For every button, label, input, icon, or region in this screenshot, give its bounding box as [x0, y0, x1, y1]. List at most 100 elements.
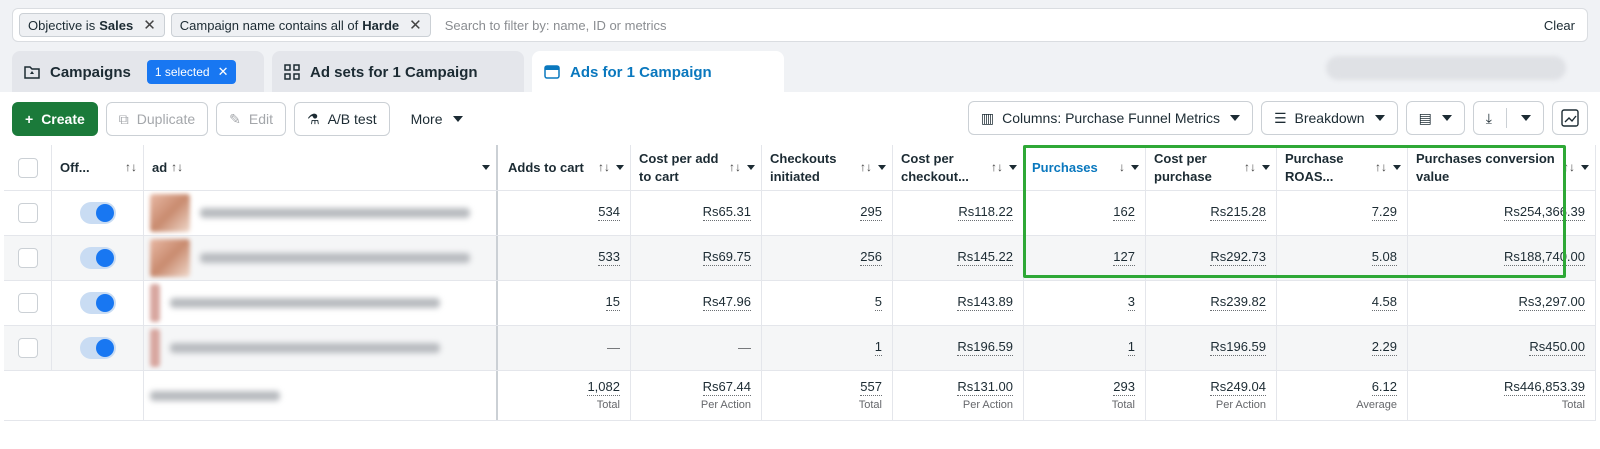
sort-icon[interactable]: ↑↓ [991, 160, 1003, 175]
ad-name-cell[interactable] [144, 281, 498, 325]
close-icon[interactable]: ✕ [409, 16, 422, 34]
cell-value[interactable]: 162 [1113, 204, 1135, 221]
total-value[interactable]: Rs249.04 [1210, 379, 1266, 396]
tab-ads[interactable]: Ads for 1 Campaign [532, 51, 784, 93]
cell-value[interactable]: 4.58 [1371, 294, 1397, 311]
ad-status-toggle[interactable] [79, 292, 116, 314]
chevron-down-icon[interactable] [1581, 165, 1589, 170]
cell-value[interactable]: Rs69.75 [702, 249, 751, 266]
row-checkbox[interactable] [17, 293, 38, 313]
ad-status-toggle[interactable] [79, 202, 116, 224]
sort-icon[interactable]: ↑↓ [729, 160, 741, 175]
edit-button[interactable]: ✎ Edit [216, 102, 287, 136]
table-row[interactable]: 534 Rs65.31 295 Rs118.22 162 Rs215.28 7.29 Rs25… [4, 191, 1596, 236]
total-value[interactable]: 6.12 [1371, 379, 1397, 396]
table-row[interactable]: 533 Rs69.75 256 Rs145.22 127 Rs292.73 5.08 Rs18… [4, 236, 1596, 281]
ad-status-toggle[interactable] [79, 337, 116, 359]
chevron-down-icon[interactable] [878, 165, 886, 170]
header-checkouts[interactable]: Checkouts initiated ↑↓ [762, 145, 893, 190]
filter-chip-objective[interactable]: Objective is Sales ✕ [19, 13, 165, 37]
table-row[interactable]: — — 1 Rs196.59 1 Rs196.59 2.29 Rs450.00 [4, 326, 1596, 371]
chevron-down-icon[interactable] [1009, 165, 1017, 170]
header-conv-value[interactable]: Purchases conversion value ↑↓ [1408, 145, 1596, 190]
cell-value[interactable]: Rs143.89 [957, 294, 1013, 311]
total-value[interactable]: 293 [1113, 379, 1135, 396]
search-input[interactable] [436, 17, 1538, 33]
cell-value[interactable]: 534 [598, 204, 620, 221]
close-icon[interactable]: ✕ [217, 64, 229, 79]
columns-button[interactable]: ▥ Columns: Purchase Funnel Metrics [967, 101, 1253, 135]
cell-value[interactable]: Rs196.59 [1210, 339, 1266, 356]
close-icon[interactable]: ✕ [143, 16, 156, 34]
row-checkbox[interactable] [17, 248, 38, 268]
cell-value[interactable]: Rs188,740.00 [1504, 249, 1585, 266]
ad-name[interactable] [170, 298, 440, 308]
cell-value[interactable]: Rs65.31 [702, 204, 751, 221]
chevron-down-icon[interactable] [1131, 165, 1139, 170]
sort-icon[interactable]: ↑↓ [125, 160, 137, 175]
sort-desc-icon[interactable]: ↓ [1119, 160, 1125, 175]
row-checkbox[interactable] [17, 338, 38, 358]
tab-campaigns[interactable]: Campaigns 1 selected ✕ [12, 51, 264, 93]
header-ad[interactable]: ad ↑↓ [144, 145, 498, 190]
ad-name-cell[interactable] [144, 326, 498, 370]
header-cost-per-add[interactable]: Cost per add to cart ↑↓ [631, 145, 762, 190]
cell-value[interactable]: Rs118.22 [958, 204, 1013, 221]
ad-name-cell[interactable] [144, 191, 498, 235]
cell-value[interactable]: 2.29 [1371, 339, 1397, 356]
ad-name[interactable] [170, 343, 440, 353]
header-purchases[interactable]: Purchases ↓ [1024, 145, 1146, 190]
breakdown-button[interactable]: ☰ Breakdown [1260, 101, 1398, 135]
total-value[interactable]: Rs446,853.39 [1504, 379, 1585, 396]
cell-value[interactable]: 256 [860, 249, 882, 266]
reports-button[interactable]: ▤ [1405, 101, 1465, 135]
total-value[interactable]: 557 [860, 379, 882, 396]
chevron-down-icon[interactable] [747, 165, 755, 170]
tab-adsets[interactable]: Ad sets for 1 Campaign [272, 51, 524, 93]
cell-value[interactable]: Rs292.73 [1210, 249, 1266, 266]
cell-value[interactable]: 3 [1127, 294, 1135, 311]
chevron-down-icon[interactable] [1393, 165, 1401, 170]
sort-icon[interactable]: ↑↓ [1375, 160, 1387, 175]
cell-value[interactable]: — [607, 339, 620, 355]
selected-badge[interactable]: 1 selected ✕ [146, 60, 237, 84]
select-all-checkbox[interactable] [17, 157, 38, 178]
ad-name-cell[interactable] [144, 236, 498, 280]
sort-icon[interactable]: ↑↓ [1244, 160, 1256, 175]
cell-value[interactable]: Rs145.22 [957, 249, 1013, 266]
cell-value[interactable]: — [738, 339, 751, 355]
cell-value[interactable]: 5.08 [1371, 249, 1397, 266]
header-cost-per-checkout[interactable]: Cost per checkout... ↑↓ [893, 145, 1024, 190]
create-button[interactable]: + Create [12, 102, 98, 136]
cell-value[interactable]: 295 [860, 204, 882, 221]
sort-icon[interactable]: ↑↓ [598, 160, 610, 175]
sort-icon[interactable]: ↑↓ [860, 160, 872, 175]
cell-value[interactable]: Rs239.82 [1210, 294, 1266, 311]
ad-status-toggle[interactable] [79, 247, 116, 269]
cell-value[interactable]: 7.29 [1371, 204, 1397, 221]
duplicate-button[interactable]: ⧉ Duplicate [105, 102, 209, 136]
ad-name[interactable] [200, 253, 470, 263]
header-roas[interactable]: Purchase ROAS... ↑↓ [1277, 145, 1408, 190]
ab-test-button[interactable]: ⚗ A/B test [294, 102, 390, 136]
header-adds-to-cart[interactable]: Adds to cart ↑↓ [500, 145, 631, 190]
cell-value[interactable]: Rs254,366.39 [1504, 204, 1585, 221]
chevron-down-icon[interactable] [1262, 165, 1270, 170]
chevron-down-icon[interactable] [616, 165, 624, 170]
ad-name[interactable] [200, 208, 470, 218]
sort-icon[interactable]: ↑↓ [171, 160, 184, 175]
export-button[interactable]: ⤓ [1472, 101, 1544, 135]
cell-value[interactable]: Rs450.00 [1529, 339, 1585, 356]
cell-value[interactable]: 1 [874, 339, 882, 356]
cell-value[interactable]: Rs196.59 [957, 339, 1013, 356]
row-checkbox[interactable] [17, 203, 38, 223]
cell-value[interactable]: 5 [874, 294, 882, 311]
clear-button[interactable]: Clear [1543, 17, 1575, 33]
cell-value[interactable]: 15 [605, 294, 620, 311]
chevron-down-icon[interactable] [482, 165, 490, 170]
date-range-picker[interactable] [1326, 56, 1566, 80]
table-row[interactable]: 15 Rs47.96 5 Rs143.89 3 Rs239.82 4.58 Rs3,297.0… [4, 281, 1596, 326]
sort-icon[interactable]: ↑↓ [1563, 160, 1575, 175]
cell-value[interactable]: 533 [598, 249, 620, 266]
cell-value[interactable]: Rs47.96 [702, 294, 751, 311]
